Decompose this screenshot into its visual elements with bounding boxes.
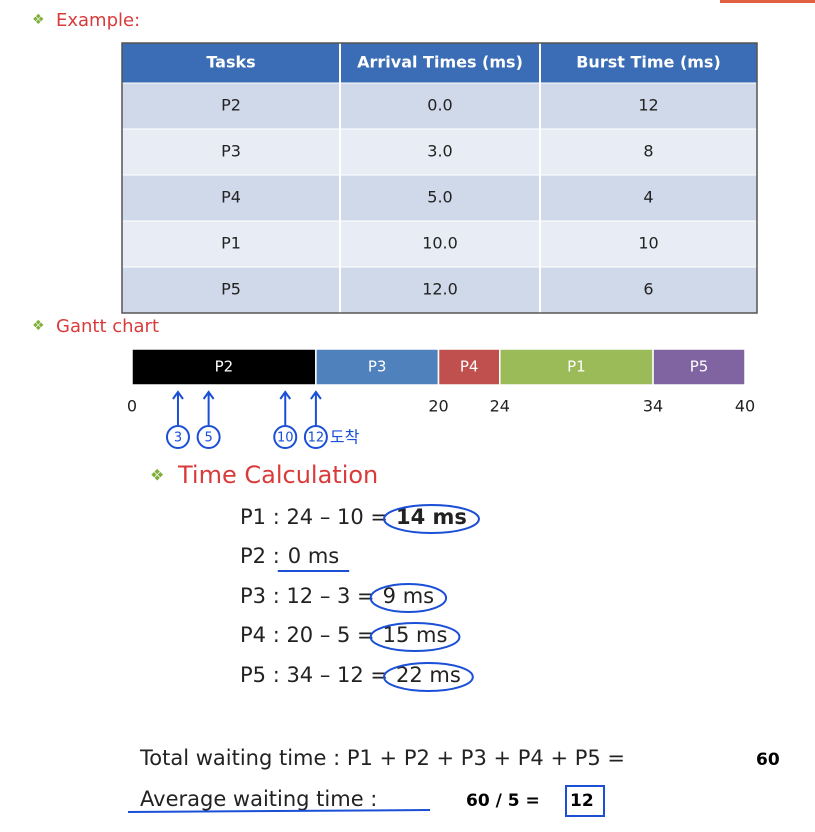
table-cell: 4 (643, 188, 653, 207)
arrival-note: 도착 (330, 428, 360, 447)
average-label: Average waiting time : (140, 787, 377, 811)
table-cell: P3 (221, 142, 241, 161)
table-border (121, 42, 758, 314)
arrival-label: 3 (174, 431, 182, 446)
table-cell: 5.0 (427, 188, 452, 207)
section-title: Example: (56, 10, 140, 31)
average-expr: 60 / 5 = (466, 791, 540, 811)
table-cell: 6 (643, 280, 653, 299)
total-label: Total waiting time : P1 + P2 + P3 + P4 +… (139, 746, 625, 770)
calc-expr: P3 : 12 – 3 = (240, 584, 375, 608)
gantt-tick: 40 (735, 397, 755, 416)
calc-title: Time Calculation (177, 461, 378, 489)
calculation: P1 : 24 – 10 = 14 ms P2 : 0 ms P3 : 12 – 3 =… (240, 504, 480, 692)
gantt-label: P3 (368, 358, 387, 376)
answer-circle (383, 504, 480, 534)
average-value: 12 (570, 791, 594, 811)
calc-result: 22 ms (396, 663, 461, 687)
calc-result: 15 ms (383, 623, 448, 647)
gantt-tick: 34 (643, 397, 663, 416)
arrival-arrow (172, 390, 184, 425)
column-header: Burst Time (ms) (576, 53, 721, 72)
bullet: ❖ (32, 318, 45, 334)
table-cell: P4 (221, 188, 241, 207)
gantt-segment (652, 348, 746, 386)
table-cell: P5 (221, 280, 241, 299)
gantt-label: P1 (567, 358, 586, 376)
table-cell: P1 (221, 234, 241, 253)
calc-expr: P4 : 20 – 5 = (240, 623, 375, 647)
arrival-circle (273, 425, 298, 449)
arrival-arrow (279, 390, 292, 425)
table-cell: 0.0 (427, 96, 452, 115)
gantt-segment (437, 348, 501, 386)
answer-circle (369, 622, 461, 652)
table-cell: 10.0 (422, 234, 458, 253)
arrival-label: 10 (277, 431, 294, 446)
bullet: ❖ (32, 12, 45, 28)
gantt-segment (315, 348, 440, 386)
calc-result: 9 ms (383, 584, 434, 608)
underline (127, 809, 431, 813)
table-cell: 12.0 (422, 280, 458, 299)
answer-circle (369, 583, 448, 613)
calc-expr: P5 : 34 – 12 = (240, 663, 388, 687)
answer-circle (383, 662, 474, 692)
gantt-tick: 24 (490, 397, 510, 416)
arrival-circle (303, 425, 328, 449)
calc-expr: P2 : (240, 544, 280, 568)
arrival-label: 12 (308, 431, 325, 446)
calc-expr: P1 : 24 – 10 = (240, 505, 388, 529)
gantt-segment (131, 348, 317, 386)
gantt-label: P2 (215, 358, 234, 376)
table-row-bg (121, 220, 758, 268)
arrival-arrow (310, 390, 322, 425)
gantt-chart: P2 P3 P4 P1 P5 0 20 24 34 40 3 5 10 12 도착 (127, 348, 755, 449)
table-cell: 8 (643, 142, 653, 161)
table: Tasks Arrival Times (ms) Burst Time (ms) P2… (121, 42, 758, 314)
top-accent (720, 0, 815, 3)
answer-box (565, 785, 605, 817)
column-header: Tasks (206, 53, 255, 72)
table-cell: 12 (638, 96, 658, 115)
calc-result: 0 ms (288, 544, 339, 568)
table-cell: 10 (638, 234, 658, 253)
gantt-label: P5 (690, 358, 709, 376)
bullet: ❖ (150, 466, 164, 485)
table-row-bg (121, 266, 758, 314)
gantt-tick: 20 (428, 397, 448, 416)
total-value: 60 (756, 750, 780, 770)
gantt-segment (499, 348, 654, 386)
gantt-label: P4 (460, 358, 479, 376)
table-header-bg (122, 43, 757, 83)
table-cell: 3.0 (427, 142, 452, 161)
table-cell: P2 (221, 96, 241, 115)
column-header: Arrival Times (ms) (357, 53, 523, 72)
arrival-circle (196, 425, 221, 449)
gantt-tick: 0 (127, 397, 137, 416)
arrival-circle (165, 425, 190, 449)
arrival-arrow (202, 390, 215, 425)
arrival-label: 5 (204, 431, 212, 446)
section-title: Gantt chart (56, 316, 159, 337)
calc-result: 14 ms (396, 505, 467, 529)
